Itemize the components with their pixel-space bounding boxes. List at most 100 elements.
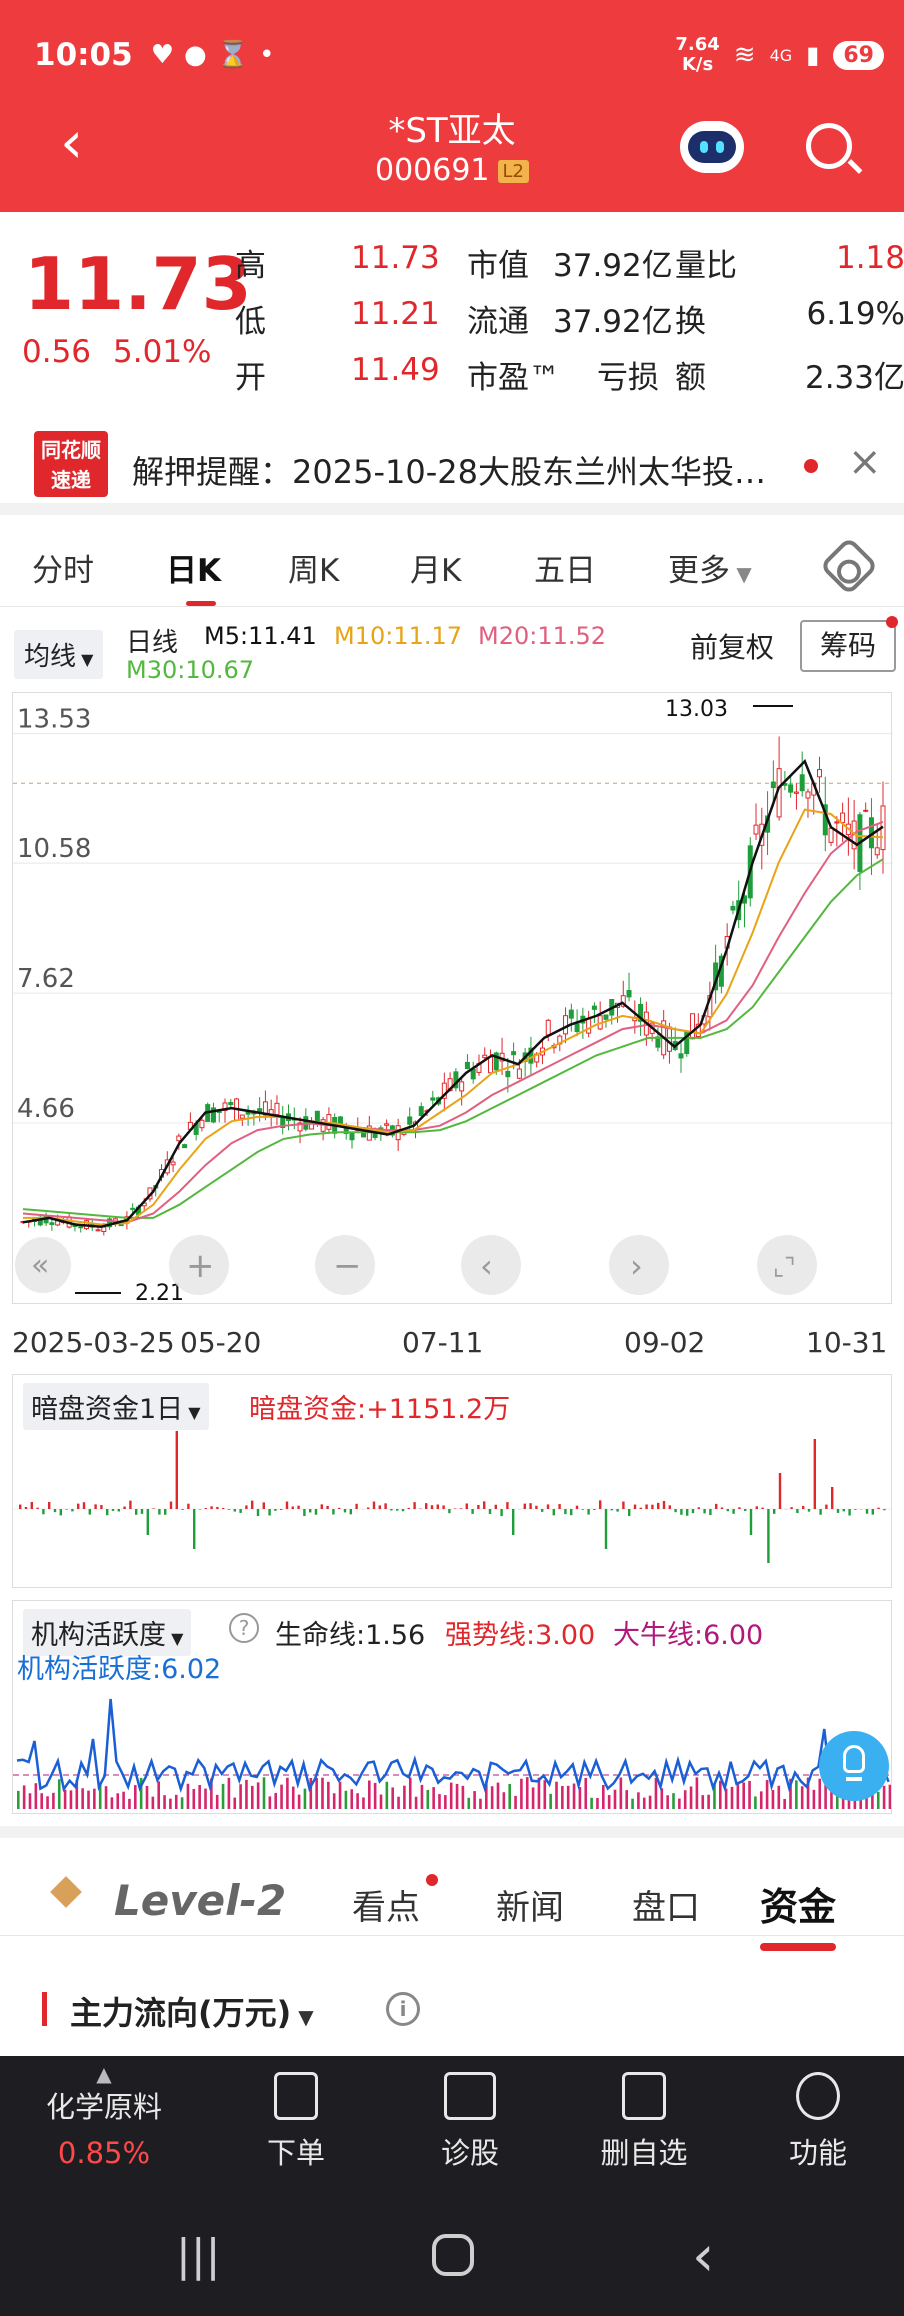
chips-button[interactable]: 筹码 xyxy=(800,620,896,672)
dark-pool-bar xyxy=(42,1509,45,1515)
candle-body xyxy=(695,1023,701,1037)
activity-bar xyxy=(824,1779,827,1809)
tab-intraday[interactable]: 分时 xyxy=(32,553,94,589)
dark-pool-bar xyxy=(274,1509,277,1511)
activity-bar xyxy=(139,1777,143,1809)
notice-bar[interactable]: 同花顺 速递 解押提醒：2025-10-28大股东兰州太华投… × xyxy=(0,425,904,515)
system-back-icon[interactable]: ‹ xyxy=(692,2224,715,2289)
functions-button[interactable]: 功能 xyxy=(748,2072,888,2172)
dark-pool-bar xyxy=(198,1509,202,1510)
notice-text[interactable]: 解押提醒：2025-10-28大股东兰州太华投… xyxy=(132,453,766,491)
dark-pool-bar xyxy=(459,1508,463,1509)
tab-funds[interactable]: 资金 xyxy=(760,1876,837,1951)
dark-pool-bar xyxy=(552,1509,555,1516)
dark-pool-bar xyxy=(854,1509,857,1510)
main-flow-title[interactable]: 主力流向(万元) ▼ xyxy=(70,1994,314,2032)
tab-daily-k[interactable]: 日K xyxy=(166,545,221,606)
activity-bar xyxy=(537,1777,541,1809)
dark-pool-bar xyxy=(320,1504,323,1509)
robot-assistant-icon[interactable] xyxy=(680,121,744,173)
y-tick-label: 4.66 xyxy=(17,1094,75,1124)
dark-pool-bar xyxy=(239,1509,242,1513)
candle-body xyxy=(770,781,776,789)
tab-highlights[interactable]: 看点 xyxy=(352,1888,420,1928)
institution-select[interactable]: 机构活跃度 ▼ xyxy=(23,1609,192,1656)
zoom-out-icon[interactable] xyxy=(315,1235,375,1295)
recent-apps-icon[interactable]: ||| xyxy=(176,2230,221,2281)
activity-bar xyxy=(514,1795,517,1809)
dark-pool-bar xyxy=(372,1501,376,1509)
tab-five-day[interactable]: 五日 xyxy=(534,553,596,589)
lightbulb-icon[interactable] xyxy=(819,1731,889,1801)
heart-icon: ♥ xyxy=(150,40,174,70)
activity-bar xyxy=(34,1783,38,1809)
rewind-icon[interactable] xyxy=(15,1237,71,1293)
close-icon[interactable]: × xyxy=(848,439,882,485)
dark-pool-bar xyxy=(175,1431,178,1509)
activity-bar xyxy=(549,1793,552,1809)
dark-pool-panel[interactable]: 暗盘资金1日 ▼ 暗盘资金:+1151.2万 xyxy=(12,1374,892,1588)
dark-pool-bar xyxy=(193,1509,196,1549)
sector-button[interactable]: ▲ 化学原料 0.85% xyxy=(34,2064,174,2170)
adjust-label[interactable]: 前复权 xyxy=(690,631,775,664)
help-icon[interactable]: ? xyxy=(229,1613,259,1643)
tab-more[interactable]: 更多 ▼ xyxy=(668,553,752,589)
menu-icon xyxy=(796,2072,840,2120)
tab-monthly-k[interactable]: 月K xyxy=(410,553,462,589)
diagnose-button[interactable]: 诊股 xyxy=(400,2072,540,2172)
activity-bar xyxy=(695,1777,699,1809)
activity-bar xyxy=(17,1790,20,1809)
activity-bar xyxy=(625,1790,628,1809)
activity-bar xyxy=(373,1782,377,1809)
scroll-right-icon[interactable] xyxy=(609,1235,669,1295)
dark-pool-select[interactable]: 暗盘资金1日 ▼ xyxy=(23,1383,209,1430)
activity-bar xyxy=(531,1787,535,1809)
dark-pool-bar xyxy=(291,1506,294,1509)
activity-bar xyxy=(210,1778,213,1809)
activity-bar xyxy=(438,1794,441,1809)
dark-pool-bar xyxy=(251,1500,254,1509)
activity-bar xyxy=(303,1788,307,1809)
level2-badge: L2 xyxy=(497,160,529,183)
candle-body xyxy=(407,1116,413,1125)
settings-icon[interactable] xyxy=(819,536,879,596)
quote-amount: 额 2.33亿 xyxy=(675,360,904,396)
search-icon[interactable] xyxy=(806,123,852,169)
activity-bar xyxy=(707,1794,710,1809)
institution-panel[interactable]: 机构活跃度 ▼ ? 生命线:1.56 强势线:3.00 大牛线:6.00 机构活… xyxy=(12,1600,892,1814)
candle-body xyxy=(349,1131,355,1141)
activity-bar xyxy=(572,1783,576,1809)
ma-select[interactable]: 均线 ▼ xyxy=(14,630,104,679)
activity-bar xyxy=(134,1785,137,1809)
quote-mktcap: 市值 37.92亿 xyxy=(467,248,673,284)
tab-orderbook[interactable]: 盘口 xyxy=(632,1888,700,1928)
activity-bar xyxy=(724,1788,728,1809)
dark-pool-bar xyxy=(94,1504,97,1509)
dark-pool-bar xyxy=(53,1509,57,1513)
remove-watchlist-button[interactable]: 删自选 xyxy=(574,2072,714,2172)
candle-body xyxy=(228,1102,234,1106)
level2-logo[interactable]: Level-2 xyxy=(114,1876,287,1925)
main-flow-header[interactable]: 主力流向(万元) ▼ i xyxy=(0,1978,904,2058)
scroll-left-icon[interactable] xyxy=(461,1235,521,1295)
home-icon[interactable] xyxy=(432,2234,474,2276)
activity-bar xyxy=(502,1792,506,1809)
candle-body xyxy=(840,812,846,823)
activity-bar xyxy=(344,1790,348,1809)
activity-bar xyxy=(239,1784,242,1809)
order-button[interactable]: 下单 xyxy=(226,2072,366,2172)
candle-body xyxy=(730,905,736,911)
quote-high: 高 11.73 xyxy=(235,240,440,284)
activity-bar xyxy=(204,1788,207,1809)
tab-weekly-k[interactable]: 周K xyxy=(288,553,340,589)
zoom-in-icon[interactable] xyxy=(169,1235,229,1295)
wifi-icon: ≋ xyxy=(733,40,756,70)
dark-pool-bar xyxy=(819,1509,822,1515)
tab-news[interactable]: 新闻 xyxy=(496,1888,564,1928)
candle-body xyxy=(834,821,840,824)
info-icon[interactable]: i xyxy=(386,1992,420,2026)
kline-chart[interactable]: 13.53 10.58 7.62 4.66 13.03 2.21 « + − ‹ › … xyxy=(12,692,893,1306)
fullscreen-icon[interactable] xyxy=(757,1235,817,1295)
back-icon[interactable]: ‹ xyxy=(60,108,84,176)
svg-text:⌞⌝: ⌞⌝ xyxy=(773,1253,796,1281)
